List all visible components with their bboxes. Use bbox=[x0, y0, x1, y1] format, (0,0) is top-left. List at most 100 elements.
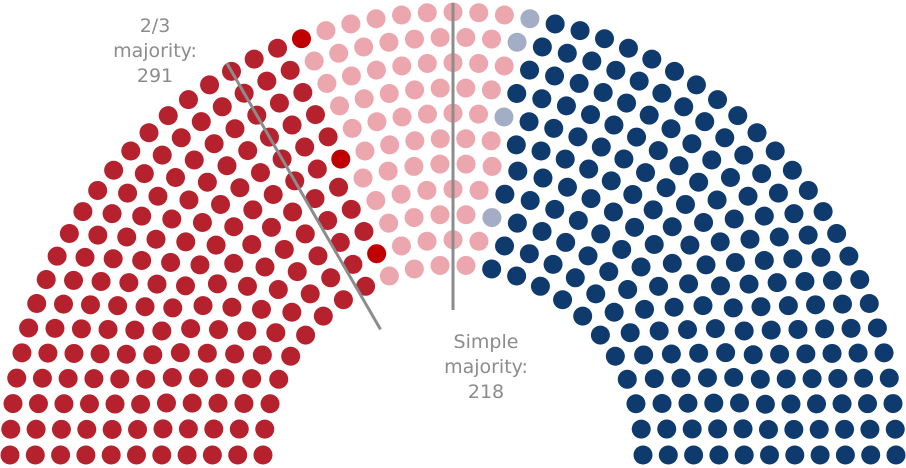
seat bbox=[7, 368, 27, 388]
seat bbox=[208, 320, 228, 340]
seat bbox=[784, 419, 804, 439]
seat bbox=[162, 209, 182, 229]
seat bbox=[77, 419, 97, 439]
seat bbox=[556, 232, 576, 252]
seat bbox=[208, 393, 228, 413]
seat bbox=[682, 419, 702, 439]
seat bbox=[593, 82, 613, 102]
seat bbox=[392, 56, 412, 76]
seat bbox=[305, 105, 325, 125]
seat bbox=[318, 210, 338, 230]
seat bbox=[545, 14, 565, 34]
seat bbox=[758, 420, 778, 440]
seat bbox=[287, 262, 307, 282]
seat bbox=[132, 250, 152, 270]
seat bbox=[679, 274, 699, 294]
seat bbox=[255, 419, 275, 439]
seat bbox=[255, 257, 275, 277]
annotation-value: 218 bbox=[467, 381, 505, 403]
seat bbox=[305, 189, 325, 209]
seat bbox=[617, 93, 637, 113]
seat bbox=[139, 123, 159, 143]
seat bbox=[767, 273, 787, 293]
seat bbox=[835, 419, 855, 439]
seat bbox=[669, 156, 689, 176]
seat bbox=[623, 185, 643, 205]
seat bbox=[243, 200, 263, 220]
seat bbox=[783, 249, 803, 269]
seat bbox=[730, 393, 750, 413]
seat bbox=[280, 60, 300, 80]
seat bbox=[189, 368, 209, 388]
seat bbox=[88, 180, 108, 200]
seat bbox=[798, 225, 818, 245]
seat bbox=[76, 445, 96, 465]
seat bbox=[430, 205, 450, 225]
seat bbox=[197, 343, 217, 363]
seat bbox=[750, 369, 770, 389]
seat bbox=[481, 80, 501, 100]
seat bbox=[212, 97, 232, 117]
seat bbox=[146, 229, 166, 249]
seat bbox=[250, 163, 270, 183]
seat bbox=[649, 276, 669, 296]
seat bbox=[171, 128, 191, 148]
seat bbox=[47, 246, 67, 266]
seat bbox=[469, 104, 489, 124]
seat bbox=[569, 73, 589, 93]
seat bbox=[604, 302, 624, 322]
seat bbox=[329, 177, 349, 197]
annotation-value: 291 bbox=[136, 65, 174, 87]
seat bbox=[520, 60, 540, 80]
seat bbox=[282, 302, 302, 322]
seat bbox=[116, 344, 136, 364]
seat bbox=[354, 89, 374, 109]
seat bbox=[520, 9, 540, 29]
seat bbox=[181, 319, 201, 339]
seat bbox=[430, 255, 450, 275]
seat bbox=[206, 235, 226, 255]
seat bbox=[32, 368, 52, 388]
seat bbox=[366, 191, 386, 211]
seat bbox=[570, 21, 590, 41]
seat bbox=[815, 319, 835, 339]
seat bbox=[12, 343, 32, 363]
seat bbox=[642, 49, 662, 69]
seat bbox=[841, 318, 861, 338]
seat bbox=[238, 141, 258, 161]
seat bbox=[723, 298, 743, 318]
seat bbox=[709, 445, 729, 465]
seat bbox=[134, 164, 154, 184]
seat bbox=[565, 268, 585, 288]
seat bbox=[568, 210, 588, 230]
seat bbox=[244, 49, 264, 69]
seat bbox=[318, 127, 338, 147]
seat bbox=[494, 107, 514, 127]
seat bbox=[708, 90, 728, 110]
seat bbox=[694, 213, 714, 233]
seat bbox=[883, 394, 903, 414]
seat bbox=[417, 53, 437, 73]
seat bbox=[175, 276, 195, 296]
seat bbox=[696, 255, 716, 275]
seat bbox=[507, 266, 527, 286]
seat bbox=[658, 445, 678, 465]
seat bbox=[785, 445, 805, 465]
seat bbox=[417, 180, 437, 200]
seat bbox=[379, 83, 399, 103]
seat bbox=[494, 5, 514, 25]
seat bbox=[26, 419, 46, 439]
seat bbox=[678, 320, 698, 340]
seat bbox=[482, 208, 502, 228]
seat bbox=[625, 217, 645, 237]
seat bbox=[469, 180, 489, 200]
seat bbox=[417, 3, 437, 23]
seat bbox=[827, 224, 847, 243]
seat bbox=[601, 171, 621, 191]
seat bbox=[839, 246, 859, 266]
seat bbox=[662, 217, 682, 237]
seat bbox=[680, 235, 700, 255]
seat bbox=[179, 190, 199, 210]
seat bbox=[665, 61, 684, 81]
